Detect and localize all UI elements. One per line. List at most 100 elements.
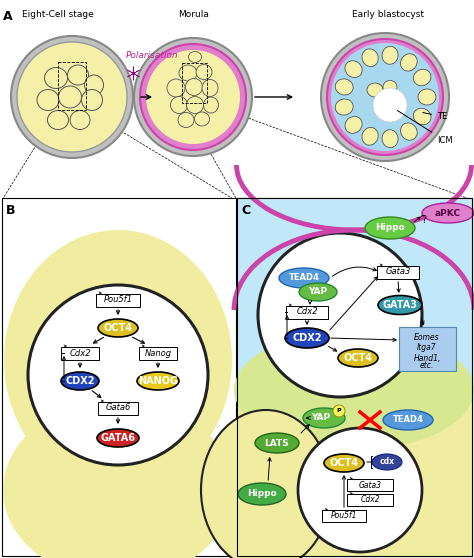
Ellipse shape: [179, 65, 197, 81]
Text: OCT4: OCT4: [344, 353, 373, 363]
Text: YAP: YAP: [309, 287, 328, 296]
Circle shape: [333, 405, 345, 417]
Text: Hippo: Hippo: [247, 489, 277, 498]
Ellipse shape: [203, 97, 219, 113]
Text: GATA6: GATA6: [100, 433, 136, 443]
Ellipse shape: [4, 230, 232, 490]
FancyBboxPatch shape: [96, 294, 140, 306]
Text: cdx: cdx: [380, 458, 394, 466]
Ellipse shape: [382, 129, 398, 148]
FancyBboxPatch shape: [377, 266, 419, 278]
Text: Cdx2: Cdx2: [360, 496, 380, 504]
Bar: [237, 198, 472, 556]
Text: Gata3: Gata3: [385, 267, 410, 277]
Text: Pou5f1: Pou5f1: [331, 512, 357, 521]
Text: Pou5f1: Pou5f1: [103, 296, 133, 305]
Text: Early blastocyst: Early blastocyst: [352, 10, 424, 19]
Bar: [58, 62, 86, 110]
Ellipse shape: [362, 127, 378, 145]
Text: GATA3: GATA3: [383, 300, 418, 310]
Text: ICM: ICM: [397, 110, 453, 145]
Ellipse shape: [202, 79, 218, 97]
Ellipse shape: [97, 429, 139, 447]
Circle shape: [298, 428, 422, 552]
FancyBboxPatch shape: [237, 198, 472, 408]
Ellipse shape: [345, 61, 362, 78]
Text: Eight-Cell stage: Eight-Cell stage: [22, 10, 94, 19]
Ellipse shape: [185, 79, 202, 95]
Circle shape: [17, 42, 127, 152]
Ellipse shape: [383, 80, 397, 94]
Ellipse shape: [234, 330, 474, 450]
Ellipse shape: [3, 400, 233, 558]
Ellipse shape: [367, 83, 383, 97]
Ellipse shape: [196, 65, 212, 79]
Ellipse shape: [413, 108, 431, 125]
Circle shape: [146, 50, 240, 144]
Text: etc.: etc.: [420, 362, 434, 371]
Ellipse shape: [45, 68, 67, 89]
Ellipse shape: [67, 65, 89, 85]
Text: Nanog: Nanog: [145, 349, 172, 358]
Text: Polarisation: Polarisation: [126, 51, 179, 60]
Circle shape: [258, 233, 422, 397]
Ellipse shape: [362, 49, 378, 66]
Ellipse shape: [324, 454, 364, 472]
Ellipse shape: [98, 319, 138, 337]
Ellipse shape: [47, 110, 69, 129]
FancyBboxPatch shape: [322, 510, 366, 522]
Text: ?: ?: [421, 215, 427, 225]
Text: B: B: [6, 204, 16, 217]
Ellipse shape: [413, 69, 431, 86]
FancyBboxPatch shape: [347, 479, 393, 491]
Ellipse shape: [279, 268, 329, 288]
Text: OCT4: OCT4: [103, 323, 133, 333]
Text: OCT4: OCT4: [329, 458, 358, 468]
Ellipse shape: [285, 328, 329, 348]
Bar: [237, 198, 472, 556]
Circle shape: [331, 43, 439, 151]
Ellipse shape: [299, 283, 337, 301]
Ellipse shape: [255, 433, 299, 453]
Ellipse shape: [303, 408, 345, 428]
Ellipse shape: [186, 97, 203, 113]
Ellipse shape: [194, 112, 210, 126]
Ellipse shape: [70, 110, 90, 129]
Ellipse shape: [382, 46, 398, 64]
Ellipse shape: [335, 99, 353, 115]
Ellipse shape: [401, 54, 417, 71]
Text: Cdx2: Cdx2: [69, 349, 91, 358]
Text: CDX2: CDX2: [292, 333, 322, 343]
Ellipse shape: [84, 75, 103, 95]
Text: Gata3: Gata3: [358, 480, 382, 489]
FancyBboxPatch shape: [98, 402, 138, 415]
Ellipse shape: [189, 51, 201, 62]
Circle shape: [140, 44, 246, 150]
Circle shape: [321, 33, 449, 161]
FancyBboxPatch shape: [286, 305, 328, 319]
Text: TEAD4: TEAD4: [392, 416, 423, 425]
Text: TE: TE: [423, 112, 447, 121]
Text: Cdx2: Cdx2: [296, 307, 318, 316]
Text: Eomes: Eomes: [414, 334, 440, 343]
FancyBboxPatch shape: [399, 327, 456, 371]
Ellipse shape: [137, 372, 179, 390]
Ellipse shape: [82, 89, 102, 110]
Ellipse shape: [378, 296, 422, 315]
Circle shape: [327, 39, 443, 155]
Ellipse shape: [422, 203, 474, 223]
FancyBboxPatch shape: [139, 347, 177, 359]
Text: CDX2: CDX2: [65, 376, 95, 386]
Ellipse shape: [389, 94, 401, 106]
Circle shape: [11, 36, 133, 158]
Ellipse shape: [372, 454, 402, 470]
Ellipse shape: [238, 483, 286, 505]
Ellipse shape: [201, 410, 331, 558]
FancyBboxPatch shape: [237, 380, 472, 556]
Text: Hippo: Hippo: [375, 224, 405, 233]
Text: Itga7: Itga7: [417, 344, 437, 353]
Ellipse shape: [338, 349, 378, 367]
Text: A: A: [3, 10, 13, 23]
Text: P: P: [337, 408, 341, 413]
Text: Hand1,: Hand1,: [413, 354, 441, 363]
